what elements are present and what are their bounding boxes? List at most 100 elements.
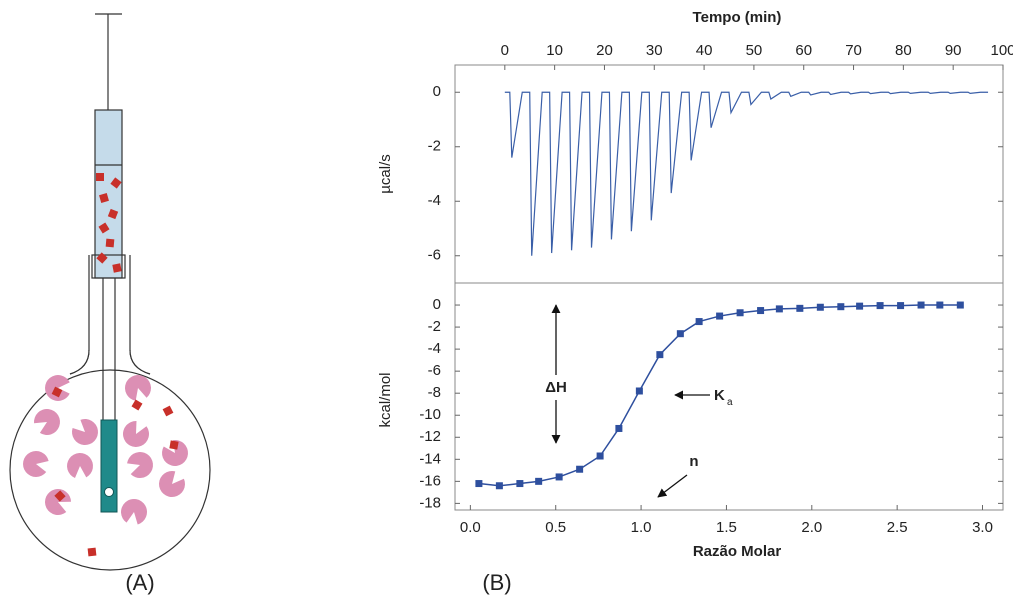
data-point [936, 301, 944, 309]
data-point [956, 301, 964, 309]
data-point [856, 302, 864, 310]
data-point [516, 480, 524, 488]
macromolecule [127, 452, 154, 479]
y-tick-label: -12 [419, 428, 441, 445]
y-tick-label: -4 [428, 340, 441, 357]
x-tick-label: 1.0 [631, 519, 652, 536]
ligand [110, 177, 122, 189]
data-point [615, 424, 623, 432]
macromolecule [125, 375, 152, 401]
data-point [796, 304, 804, 312]
data-point [695, 318, 703, 326]
ligand [169, 440, 179, 450]
stirrer [100, 419, 118, 513]
ligand [162, 405, 174, 417]
data-point [635, 387, 643, 395]
annotation-subscript: a [727, 397, 733, 408]
ligand [96, 252, 108, 264]
ligand [54, 490, 66, 502]
annotation: K [714, 387, 725, 404]
macromolecule [158, 471, 186, 497]
x-tick-label: 90 [945, 42, 962, 59]
data-point [475, 480, 483, 488]
top-y-axis-title: µcal/s [377, 154, 394, 194]
data-point [837, 303, 845, 311]
bottom-y-axis-title: kcal/mol [377, 372, 394, 427]
y-tick-label: -10 [419, 406, 441, 423]
data-point [897, 302, 905, 310]
x-tick-label: 30 [646, 42, 663, 59]
annotation: ΔH [545, 379, 567, 396]
ligands [51, 173, 179, 557]
y-tick-label: -6 [428, 362, 441, 379]
data-point [775, 305, 783, 313]
y-tick-label: -2 [428, 318, 441, 335]
data-point [495, 482, 503, 490]
x-tick-label: 3.0 [972, 519, 993, 536]
x-tick-label: 0.5 [545, 519, 566, 536]
ligand [87, 547, 97, 557]
bottom-plot-frame [454, 282, 1004, 511]
y-tick-label: -4 [428, 192, 441, 209]
syringe-collar [91, 254, 126, 279]
x-tick-label: 100 [990, 42, 1013, 59]
data-point [816, 303, 824, 311]
x-tick-label: 0.0 [460, 519, 481, 536]
ligand [98, 222, 110, 234]
macromolecule [66, 453, 93, 478]
y-tick-label: -16 [419, 472, 441, 489]
y-tick-label: -8 [428, 384, 441, 401]
ligand [131, 399, 143, 411]
data-point [917, 301, 925, 309]
x-tick-label: 10 [546, 42, 563, 59]
ligand [112, 263, 122, 273]
x-tick-label: 0 [501, 42, 509, 59]
macromolecule [71, 419, 98, 446]
ligand [105, 238, 115, 248]
x-tick-label: 2.5 [887, 519, 908, 536]
y-tick-label: -2 [428, 138, 441, 155]
data-point [716, 312, 724, 320]
macromolecule [34, 409, 61, 436]
top-x-axis-title: Tempo (min) [693, 9, 782, 26]
ligand [51, 386, 63, 398]
data-point [876, 302, 884, 310]
x-tick-label: 40 [696, 42, 713, 59]
syringe-barrel [94, 109, 123, 279]
y-tick-label: -18 [419, 494, 441, 511]
annotation-arrow [657, 474, 688, 498]
y-tick-label: 0 [433, 296, 441, 313]
stirrer-hole [104, 487, 114, 497]
data-point [736, 309, 744, 317]
y-tick-label: -14 [419, 450, 441, 467]
x-tick-label: 50 [746, 42, 763, 59]
x-tick-label: 70 [845, 42, 862, 59]
annotation: n [689, 453, 698, 470]
panel-label: (A) [125, 570, 154, 595]
macromolecule [23, 451, 49, 477]
data-point [535, 477, 543, 485]
x-tick-label: 60 [795, 42, 812, 59]
y-tick-label: 0 [433, 83, 441, 100]
y-tick-label: -6 [428, 247, 441, 264]
bottom-x-axis-title: Razão Molar [693, 543, 782, 560]
data-point [676, 330, 684, 338]
x-tick-label: 2.0 [801, 519, 822, 536]
x-tick-label: 1.5 [716, 519, 737, 536]
x-tick-label: 80 [895, 42, 912, 59]
data-point [576, 465, 584, 473]
macromolecules [23, 375, 189, 525]
thermogram-line [504, 91, 989, 256]
macromolecule [162, 440, 189, 466]
ligand [96, 173, 104, 181]
data-point [596, 452, 604, 460]
x-tick-label: 20 [596, 42, 613, 59]
data-point [555, 473, 563, 481]
panel-label: (B) [482, 570, 511, 595]
macromolecule [123, 420, 150, 447]
ligand [107, 208, 119, 220]
neck-join [69, 349, 151, 375]
data-point [656, 351, 664, 359]
